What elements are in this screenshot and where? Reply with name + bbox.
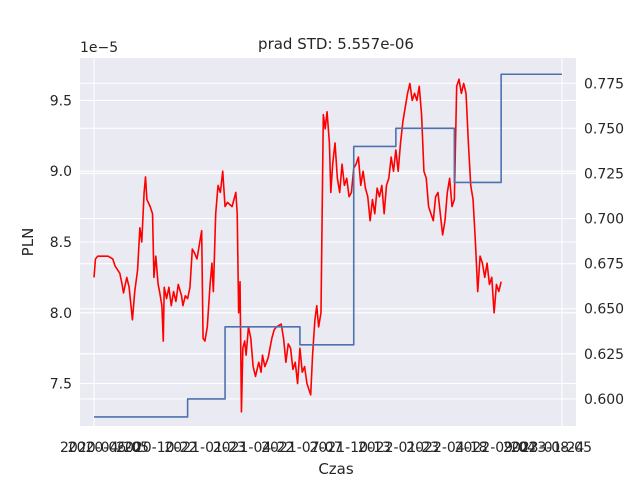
left-axis-offset-label: 1e−5 xyxy=(80,40,118,56)
x-tick-label: 2021-07-07 xyxy=(261,440,342,456)
right-tick-label: 0.775 xyxy=(584,76,624,92)
x-tick-label: 2022-01-23 xyxy=(358,440,439,456)
left-tick-label: 8.0 xyxy=(50,306,72,322)
x-tick-label: 2022-09-04 xyxy=(455,440,536,456)
x-tick-label: 2023-08-05 xyxy=(511,440,592,456)
left-tick-label: 7.5 xyxy=(50,377,72,393)
left-tick-label: 8.5 xyxy=(50,235,72,251)
right-tick-label: 0.700 xyxy=(584,212,624,228)
left-axis-series-line xyxy=(93,78,502,413)
left-tick-label: 9.5 xyxy=(50,93,72,109)
x-tick-label: 2022-04-18 xyxy=(406,440,487,456)
chart-title: prad STD: 5.557e-06 xyxy=(258,35,414,53)
left-tick-label: 9.0 xyxy=(50,164,72,180)
right-tick-label: 0.625 xyxy=(584,347,624,363)
right-axis-ticks: 0.600 0.625 0.650 0.675 0.700 0.725 0.750 0.775 xyxy=(584,76,624,408)
x-tick-label: 2021-04-22 xyxy=(213,440,294,456)
series-layer xyxy=(93,73,562,418)
left-axis-ticks: 7.5 8.0 8.5 9.0 9.5 xyxy=(50,93,72,392)
x-tick-label: 2020-04-20 xyxy=(60,440,141,456)
x-axis-label: Czas xyxy=(318,460,354,478)
right-tick-label: 0.750 xyxy=(584,121,624,137)
x-tick-label: 2020-10-22 xyxy=(116,440,197,456)
x-tick-label: 2020-06-05 xyxy=(68,440,149,456)
x-tick-label: 2021-10-13 xyxy=(309,440,390,456)
right-tick-label: 0.675 xyxy=(584,257,624,273)
x-tick-label: 2021-01-23 xyxy=(164,440,245,456)
y-axis-label: PLN xyxy=(19,228,37,257)
right-tick-label: 0.725 xyxy=(584,166,624,182)
right-tick-label: 0.600 xyxy=(584,392,624,408)
x-axis-ticks: 2020-04-202020-06-052020-10-222021-01-23… xyxy=(60,440,592,456)
right-axis-series-line xyxy=(94,73,562,418)
x-tick-label: 2023-01-24 xyxy=(503,440,584,456)
right-tick-label: 0.650 xyxy=(584,302,624,318)
